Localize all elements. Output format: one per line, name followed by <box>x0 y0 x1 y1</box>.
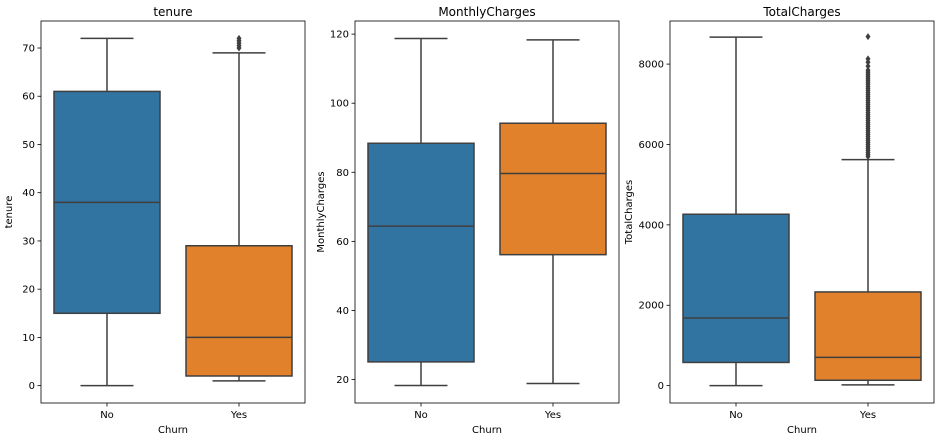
outlier-point <box>236 34 242 42</box>
box-no <box>53 37 161 387</box>
iqr-box <box>499 122 607 256</box>
outlier-point <box>865 33 871 41</box>
y-tick-label: 120 <box>330 30 349 41</box>
box-yes <box>499 39 607 385</box>
y-tick-label: 8000 <box>639 60 664 71</box>
y-axis-label: TotalCharges <box>624 180 635 245</box>
outlier-point <box>865 55 871 63</box>
x-tick-label: No <box>100 410 114 421</box>
chart-panel-2: 20 40 60 80 100 120 No Yes MonthlyCharges Churn Mo… <box>316 5 620 436</box>
box-yes <box>185 34 293 382</box>
y-tick-label: 0 <box>658 381 664 392</box>
y-tick-label: 80 <box>336 168 349 179</box>
iqr-box <box>367 142 475 363</box>
y-tick-label: 4000 <box>639 220 664 231</box>
x-axis-label: Churn <box>158 425 188 436</box>
y-axis-label: MonthlyCharges <box>316 171 327 252</box>
axes-frame <box>40 20 306 404</box>
iqr-box <box>682 213 790 364</box>
y-tick-label: 2000 <box>639 301 664 312</box>
y-tick-label: 30 <box>22 236 35 247</box>
chart-panel-3: 0 2000 4000 6000 8000 No Yes TotalCharges Churn T… <box>624 5 935 436</box>
chart-title: TotalCharges <box>762 5 840 19</box>
chart-panel-1: 0 10 20 30 40 50 60 70 No Yes tenure Churn tenure <box>4 5 306 436</box>
x-axis-label: Churn <box>787 425 817 436</box>
x-tick-label: Yes <box>859 410 876 421</box>
iqr-box <box>185 245 293 377</box>
y-tick-label: 40 <box>336 306 349 317</box>
y-axis-label: tenure <box>4 196 15 229</box>
outlier-point <box>865 66 871 74</box>
x-tick-label: No <box>414 410 428 421</box>
y-tick-label: 100 <box>330 99 349 110</box>
axes-frame <box>669 20 935 404</box>
y-tick-label: 20 <box>22 285 35 296</box>
y-tick-label: 0 <box>29 381 35 392</box>
y-tick-label: 40 <box>22 188 35 199</box>
iqr-box <box>814 291 922 382</box>
axes-frame <box>354 20 620 404</box>
y-tick-label: 10 <box>22 333 35 344</box>
y-tick-label: 6000 <box>639 140 664 151</box>
y-tick-label: 60 <box>336 237 349 248</box>
x-axis-label: Churn <box>472 425 502 436</box>
y-tick-label: 20 <box>336 375 349 386</box>
y-tick-label: 50 <box>22 140 35 151</box>
chart-title: tenure <box>153 5 192 19</box>
y-tick-label: 60 <box>22 92 35 103</box>
x-tick-label: Yes <box>230 410 247 421</box>
outlier-point <box>865 62 871 70</box>
box-no <box>367 37 475 387</box>
y-tick-label: 70 <box>22 44 35 55</box>
x-tick-label: Yes <box>544 410 561 421</box>
chart-title: MonthlyCharges <box>438 5 535 19</box>
box-no <box>682 36 790 387</box>
x-tick-label: No <box>729 410 743 421</box>
box-yes <box>814 33 922 386</box>
